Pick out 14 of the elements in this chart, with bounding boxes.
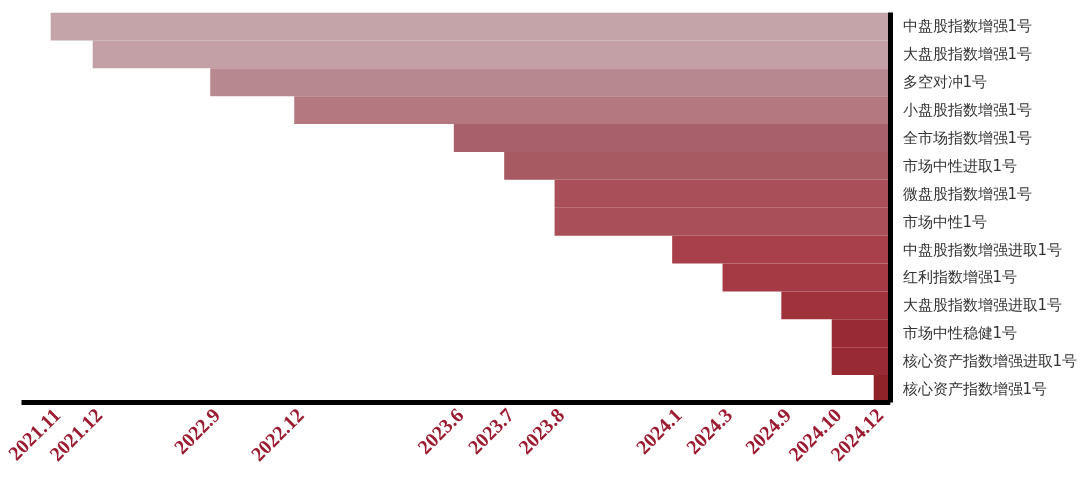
y-tick-label: 微盘股指数增强1号 — [902, 184, 1033, 203]
y-tick-label: 核心资产指数增强1号 — [901, 380, 1048, 399]
y-tick-label: 中盘股指数增强进取1号 — [902, 240, 1063, 259]
y-tick-label: 红利指数增强1号 — [902, 268, 1018, 287]
y-tick-label: 多空对冲1号 — [902, 73, 988, 92]
y-tick-label: 市场中性稳健1号 — [902, 324, 1018, 343]
y-tick-label: 市场中性进取1号 — [902, 156, 1018, 175]
y-tick-label: 中盘股指数增强1号 — [902, 17, 1033, 36]
y-tick-label: 核心资产指数增强进取1号 — [901, 352, 1078, 371]
y-tick-label: 小盘股指数增强1号 — [902, 101, 1033, 120]
y-tick-label: 大盘股指数增强进取1号 — [902, 296, 1063, 315]
y-tick-label: 市场中性1号 — [902, 212, 988, 231]
y-tick-label: 全市场指数增强1号 — [902, 129, 1033, 148]
y-tick-label: 大盘股指数增强1号 — [902, 45, 1033, 64]
